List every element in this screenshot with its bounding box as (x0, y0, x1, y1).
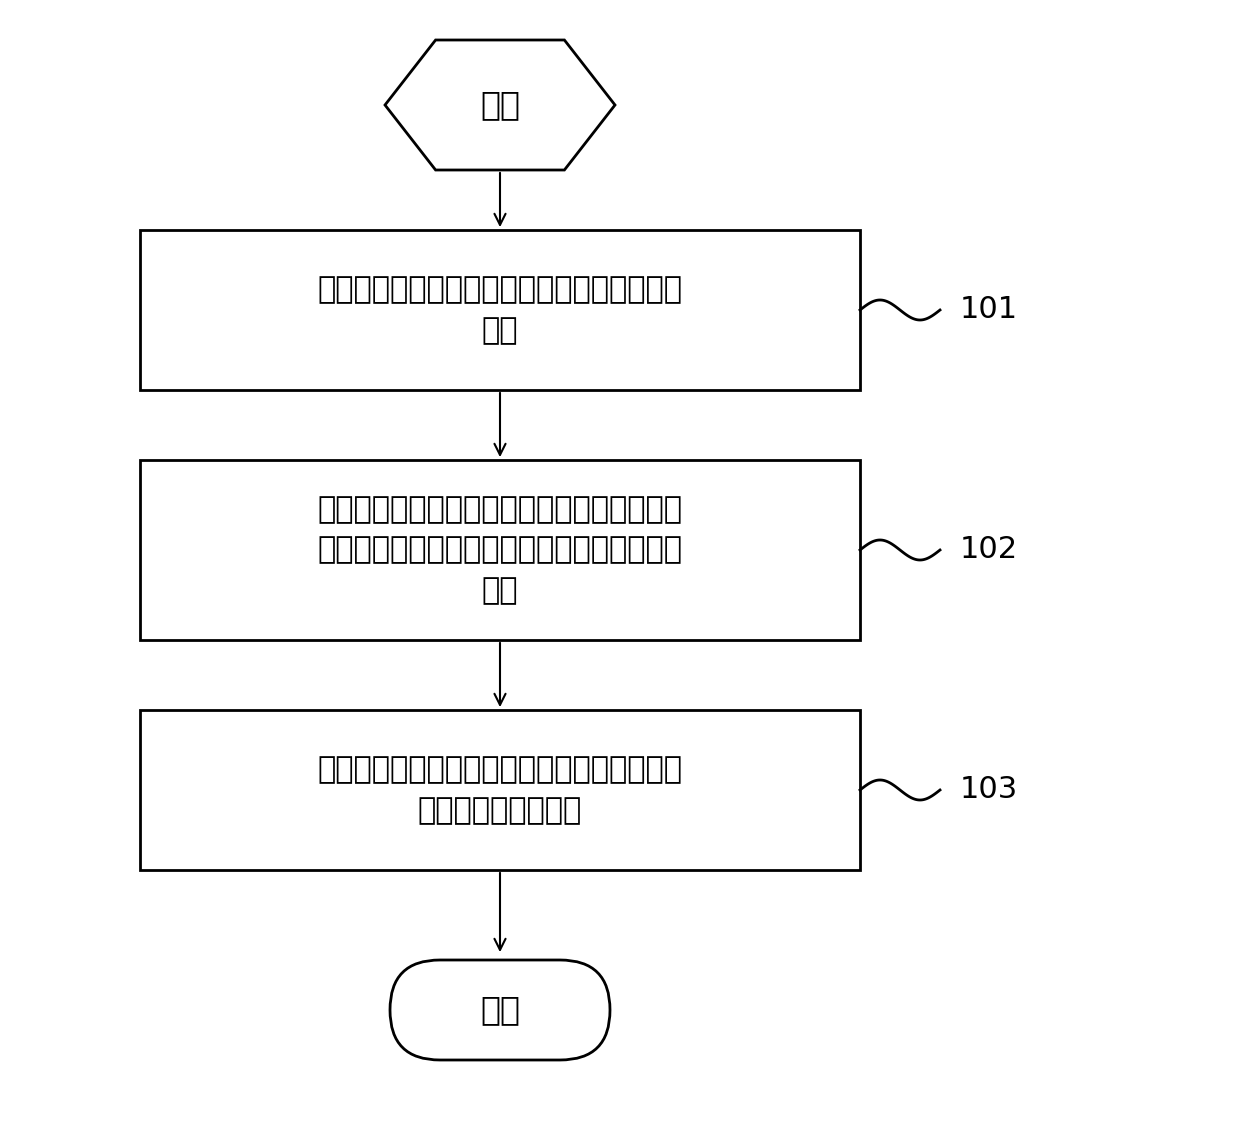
Polygon shape (384, 40, 615, 170)
Text: 101: 101 (960, 295, 1018, 325)
FancyBboxPatch shape (140, 710, 861, 870)
Text: 结束: 结束 (480, 993, 520, 1027)
Text: 若所述第一开关状态和所述第二开关状态的有
效状态不一致，则判定所述制动踏板发生疑似
故障: 若所述第一开关状态和所述第二开关状态的有 效状态不一致，则判定所述制动踏板发生疑… (317, 495, 682, 605)
FancyBboxPatch shape (140, 460, 861, 640)
Text: 当所述疑似故障满足第一预置条件时，判定所
述制动踏板发生故障: 当所述疑似故障满足第一预置条件时，判定所 述制动踏板发生故障 (317, 756, 682, 824)
Text: 开始: 开始 (480, 88, 520, 121)
FancyBboxPatch shape (140, 230, 861, 390)
Text: 102: 102 (960, 535, 1018, 564)
Text: 实时获取制动踏板的第一开关状态和第二开关
状态: 实时获取制动踏板的第一开关状态和第二开关 状态 (317, 275, 682, 345)
FancyBboxPatch shape (391, 960, 610, 1060)
Text: 103: 103 (960, 776, 1018, 804)
